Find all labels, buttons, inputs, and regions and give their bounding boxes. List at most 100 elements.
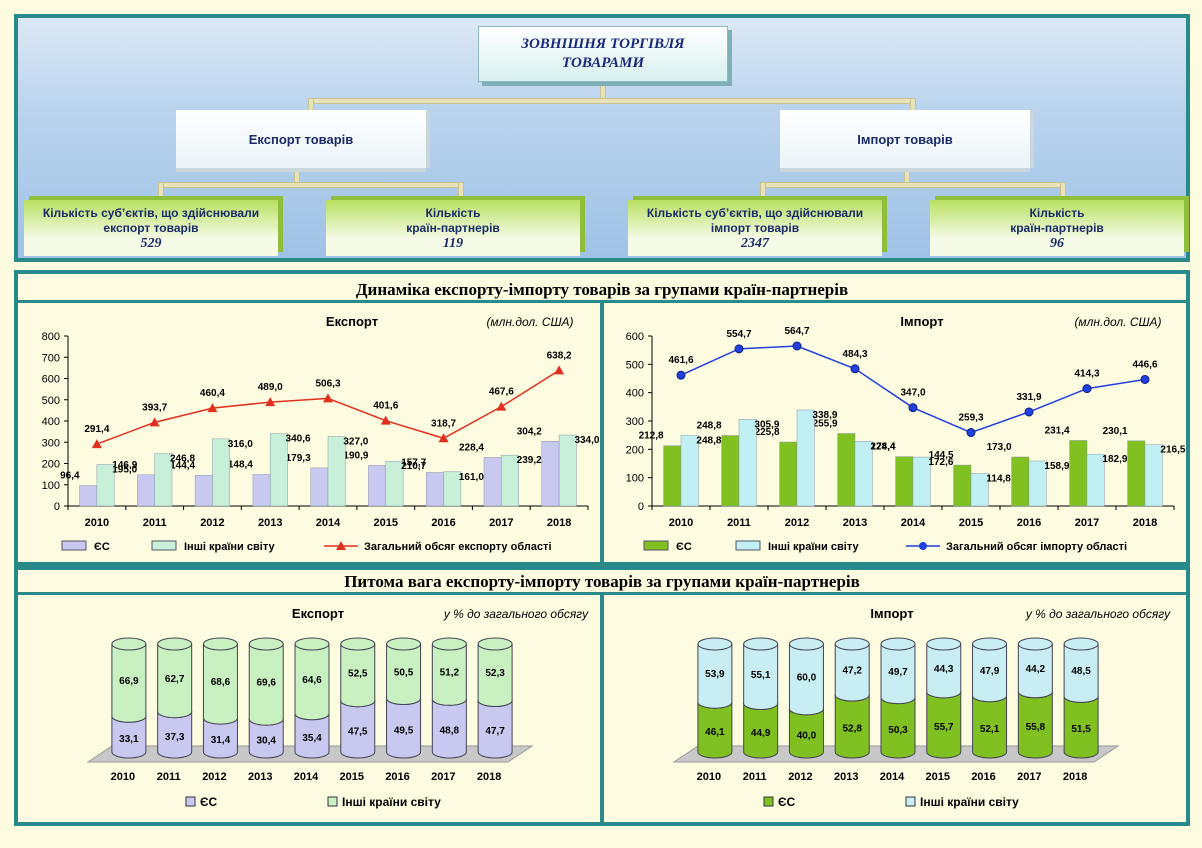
export-subjects-label2: експорт товарів [103, 220, 199, 235]
x-tick-label: 2010 [111, 771, 135, 783]
eu-share-label: 40,0 [797, 730, 817, 741]
cylinder-other-top [834, 637, 870, 651]
y-tick-label: 100 [626, 473, 644, 485]
x-tick-label: 2013 [834, 771, 858, 783]
bar [663, 445, 682, 507]
line-value-label: 564,7 [784, 326, 809, 337]
cylinder-eu [157, 711, 193, 759]
bar [194, 475, 213, 507]
share-title: Питома вага експорту-імпорту товарів за … [344, 572, 860, 591]
line-value-label: 291,4 [84, 424, 109, 435]
cylinder-other-top [202, 637, 238, 651]
x-tick-label: 2017 [1017, 771, 1041, 783]
bar [483, 457, 502, 507]
y-tick-label: 0 [638, 501, 644, 513]
other-share-label: 62,7 [165, 674, 185, 685]
line-value-label: 393,7 [142, 402, 167, 413]
eu-share-label: 37,3 [165, 732, 185, 743]
bar [137, 474, 155, 507]
y-tick-label: 600 [626, 331, 644, 343]
share-panel: Питома вага експорту-імпорту товарів за … [14, 566, 1190, 826]
bar-value-label: 231,4 [1045, 425, 1070, 436]
bar-value-label: 316,0 [228, 439, 253, 450]
export-subjects-box: Кількість суб’єктів, що здійснювали експ… [24, 200, 278, 256]
x-tick-label: 2011 [157, 771, 181, 783]
cylinder-other-top [743, 637, 779, 651]
x-tick-label: 2012 [202, 771, 226, 783]
line-marker [1024, 407, 1034, 417]
bar-value-label: 327,0 [343, 437, 368, 448]
x-tick-label: 2014 [880, 771, 905, 783]
org-title-line2: ТОВАРАМИ [561, 55, 645, 71]
connector [158, 182, 464, 188]
line-marker [554, 365, 565, 375]
connector [1060, 182, 1066, 200]
bar-value-label: 216,5 [1160, 445, 1185, 456]
line-marker [207, 403, 218, 413]
bar [837, 433, 856, 507]
line-value-label: 484,3 [842, 349, 867, 360]
x-tick-label: 2015 [340, 771, 364, 783]
cylinder-other [697, 643, 733, 709]
line-marker [323, 393, 333, 403]
chart-title: Імпорт [870, 606, 913, 621]
y-tick-label: 700 [42, 352, 60, 364]
line-value-label: 460,4 [200, 388, 225, 399]
bar [310, 467, 329, 507]
chart-title: Експорт [292, 606, 344, 621]
eu-share-label: 47,7 [485, 726, 505, 737]
connector [308, 98, 916, 104]
bar [680, 435, 699, 507]
eu-share-label: 50,3 [888, 725, 908, 736]
chart-unit: у % до загального обсягу [1025, 607, 1171, 621]
bar-value-label: 338,9 [812, 410, 837, 421]
dynamics-panel: Динаміка експорту-імпорту товарів за гру… [14, 270, 1190, 566]
bar-value-label: 340,6 [286, 434, 311, 445]
org-title-line1: ЗОВНІШНЯ ТОРГІВЛЯ [521, 36, 685, 52]
export-subjects-value: 529 [140, 235, 162, 251]
y-tick-label: 300 [626, 416, 644, 428]
cylinder-other [294, 643, 330, 721]
import-share-chart: Імпорт у % до загального обсягу 46,1 53,9 20… [672, 606, 1171, 809]
legend-swatch [61, 540, 87, 551]
bar [1086, 453, 1105, 507]
cylinder-other [788, 643, 824, 716]
x-tick-label: 2014 [901, 517, 926, 529]
export-share-chart: Експорт у % до загального обсягу 33,1 66,9 2… [86, 606, 589, 809]
x-tick-label: 2018 [547, 517, 571, 529]
cylinder-other [972, 643, 1008, 703]
other-share-label: 55,1 [751, 670, 771, 681]
bar-value-label: 114,8 [986, 473, 1011, 484]
import-subjects-label2: імпорт товарів [710, 220, 800, 235]
bar [1144, 444, 1163, 507]
legend-swatch [763, 796, 774, 807]
x-tick-label: 2010 [669, 517, 693, 529]
bar-value-label: 96,4 [60, 471, 80, 482]
y-tick-label: 200 [626, 444, 644, 456]
cylinder-eu [111, 715, 147, 759]
line-marker [1082, 384, 1092, 394]
bar-value-label: 195,0 [112, 465, 137, 476]
cylinder-eu [294, 713, 330, 759]
line-value-label: 467,6 [489, 387, 514, 398]
line-marker [496, 401, 507, 411]
chart-unit: у % до загального обсягу [443, 607, 589, 621]
bar-value-label: 228,4 [870, 441, 895, 452]
cylinder-eu [788, 708, 824, 759]
cylinder-other-top [386, 637, 422, 651]
line-value-label: 461,6 [668, 355, 693, 366]
chart-title: Імпорт [900, 314, 943, 329]
bar-value-label: 144,4 [170, 460, 195, 471]
x-tick-label: 2011 [727, 517, 751, 529]
bar [443, 471, 462, 507]
x-tick-label: 2016 [431, 517, 455, 529]
connector [760, 182, 766, 200]
line-value-label: 638,2 [547, 350, 572, 361]
cylinder-other [248, 643, 284, 726]
eu-share-label: 49,5 [394, 725, 414, 736]
bar-value-label: 248,8 [696, 436, 721, 447]
legend-swatch [185, 796, 196, 807]
export-dynamics-chart: Експорт (млн.дол. США) 0 100 200 300 400 500 600… [42, 314, 600, 553]
other-share-label: 53,9 [705, 669, 725, 680]
other-share-label: 52,5 [348, 668, 368, 679]
